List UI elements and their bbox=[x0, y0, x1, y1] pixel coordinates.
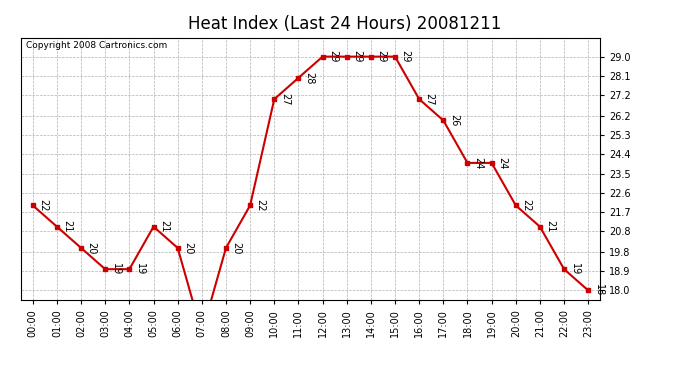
Text: 20: 20 bbox=[87, 242, 97, 254]
Text: 24: 24 bbox=[497, 157, 507, 169]
Text: 28: 28 bbox=[304, 72, 314, 84]
Text: 20: 20 bbox=[232, 242, 241, 254]
Text: 29: 29 bbox=[353, 51, 362, 63]
Text: 29: 29 bbox=[377, 51, 386, 63]
Text: 21: 21 bbox=[546, 220, 555, 233]
Text: 20: 20 bbox=[184, 242, 193, 254]
Text: Copyright 2008 Cartronics.com: Copyright 2008 Cartronics.com bbox=[26, 42, 168, 51]
Text: 19: 19 bbox=[570, 263, 580, 275]
Text: 27: 27 bbox=[425, 93, 435, 105]
Text: 19: 19 bbox=[111, 263, 121, 275]
Text: 21: 21 bbox=[159, 220, 169, 233]
Text: 24: 24 bbox=[473, 157, 483, 169]
Text: 29: 29 bbox=[401, 51, 411, 63]
Text: 16: 16 bbox=[0, 374, 1, 375]
Text: Heat Index (Last 24 Hours) 20081211: Heat Index (Last 24 Hours) 20081211 bbox=[188, 15, 502, 33]
Text: 26: 26 bbox=[449, 114, 459, 127]
Text: 22: 22 bbox=[39, 199, 48, 211]
Text: 22: 22 bbox=[522, 199, 531, 211]
Text: 18: 18 bbox=[594, 284, 604, 297]
Text: 19: 19 bbox=[135, 263, 145, 275]
Text: 27: 27 bbox=[280, 93, 290, 105]
Text: 22: 22 bbox=[256, 199, 266, 211]
Text: 21: 21 bbox=[63, 220, 72, 233]
Text: 29: 29 bbox=[328, 51, 338, 63]
